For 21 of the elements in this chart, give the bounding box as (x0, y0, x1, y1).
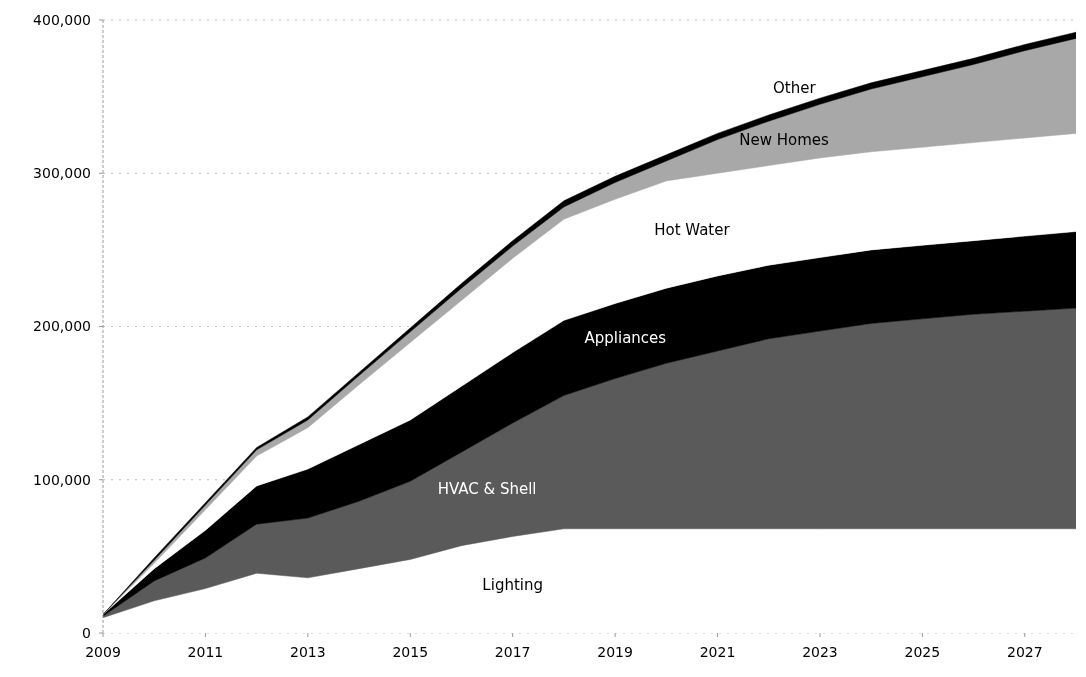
x-tick-label: 2027 (1006, 644, 1043, 660)
x-tick-label: 2023 (802, 644, 838, 660)
y-tick-label: 300,000 (33, 165, 91, 182)
series-label: New Homes (739, 130, 830, 149)
x-tick-label: 2011 (187, 644, 224, 660)
y-tick-label: 100,000 (33, 471, 91, 488)
series-label: Other (773, 78, 817, 97)
y-tick-label: 200,000 (33, 318, 91, 335)
y-tick-label: 400,000 (33, 11, 91, 28)
series-label: Lighting (482, 575, 543, 594)
x-tick-label: 2013 (290, 644, 326, 660)
y-tick-label: 0 (82, 624, 91, 641)
x-tick-label: 2019 (597, 644, 633, 660)
x-tick-label: 2017 (494, 644, 531, 660)
x-tick-label: 2021 (699, 644, 736, 660)
series-label: Appliances (584, 328, 667, 347)
series-label: Hot Water (654, 220, 731, 239)
x-tick-label: 2015 (392, 644, 429, 660)
series-label: HVAC & Shell (437, 480, 537, 499)
x-tick-label: 2009 (85, 644, 121, 660)
x-tick-label: 2025 (904, 644, 941, 660)
